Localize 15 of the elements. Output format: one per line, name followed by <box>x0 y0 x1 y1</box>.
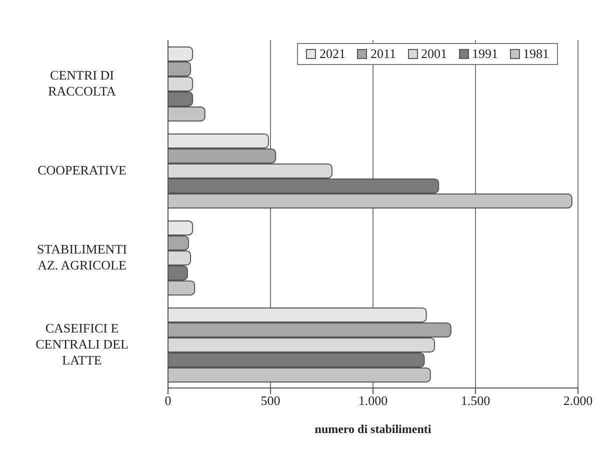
legend-label: 2011 <box>370 46 396 62</box>
x-tick-label: 2.000 <box>563 393 593 408</box>
legend-label: 1991 <box>472 46 498 62</box>
legend-label: 2001 <box>421 46 447 62</box>
x-tick-label: 1.500 <box>460 393 490 408</box>
x-tick-label: 0 <box>164 393 172 408</box>
y-tick-label: CENTRI DI RACCOLTA <box>48 68 117 98</box>
y-tick-label: STABILIMENTI AZ. AGRICOLE <box>37 242 127 272</box>
x-axis-title: numero di stabilimenti <box>314 422 432 436</box>
x-tick-label: 1.000 <box>358 393 388 408</box>
y-tick-label: CASEIFICI E CENTRALI DEL LATTE <box>36 320 128 368</box>
y-tick-label: COOPERATIVE <box>38 162 126 178</box>
legend-label: 2021 <box>319 46 346 62</box>
x-tick-label: 500 <box>260 393 280 408</box>
legend-label: 1981 <box>523 46 549 62</box>
